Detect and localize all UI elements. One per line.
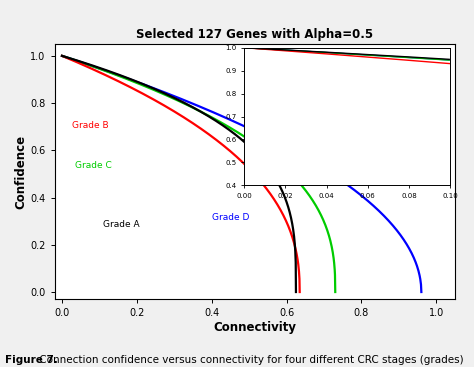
Text: Grade A: Grade A [103,220,140,229]
Text: Figure 7.: Figure 7. [5,355,58,365]
X-axis label: Connectivity: Connectivity [213,321,296,334]
Text: Grade B: Grade B [73,121,109,130]
Text: Grade D: Grade D [212,213,249,222]
Text: Grade C: Grade C [75,161,111,170]
Title: Selected 127 Genes with Alpha=0.5: Selected 127 Genes with Alpha=0.5 [136,29,374,41]
Text: Connection confidence versus connectivity for four different CRC stages (grades): Connection confidence versus connectivit… [36,355,463,365]
Y-axis label: Confidence: Confidence [14,135,27,208]
